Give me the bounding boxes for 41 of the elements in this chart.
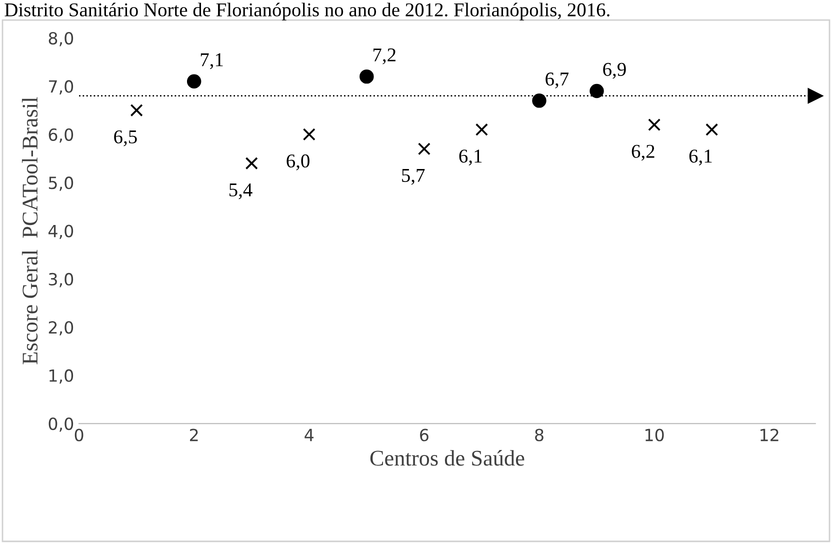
data-label: 5,7 — [402, 169, 425, 185]
data-label: 7,1 — [200, 53, 223, 70]
y-tick-label: 6,0 — [48, 128, 74, 143]
x-tick-label: 12 — [760, 428, 778, 442]
point — [648, 118, 661, 132]
data-label: 6,1 — [689, 150, 712, 166]
data-label: 6,7 — [546, 72, 569, 88]
data-label: 6,1 — [459, 150, 482, 166]
chart-title: Distrito Sanitário Norte de Florianópolis no ano de 2012. Florianópolis, 2016. — [4, 2, 610, 20]
point — [302, 128, 316, 141]
data-label: 7,2 — [374, 48, 396, 64]
x-axis-title: Centros de Saúde — [370, 450, 524, 466]
x-tick-label: 0 — [74, 428, 84, 442]
data-label: 6,5 — [114, 130, 137, 146]
point — [590, 84, 604, 98]
y-tick-label: 3,0 — [48, 272, 74, 288]
x-tick-label: 4 — [304, 428, 314, 442]
point — [360, 69, 374, 84]
point — [475, 123, 488, 136]
y-tick-label: 7,0 — [49, 80, 74, 94]
y-axis-title: Escore Geral PCATool-Brasil — [22, 97, 38, 364]
point — [186, 74, 202, 88]
point — [130, 104, 143, 117]
x-tick-label: 10 — [646, 428, 664, 442]
point — [245, 157, 258, 170]
x-tick-label: 2 — [190, 428, 198, 442]
point — [706, 123, 718, 136]
x-tick-label: 6 — [420, 428, 428, 442]
y-tick-label: 4,0 — [48, 224, 74, 240]
y-tick-label: 8,0 — [48, 32, 74, 46]
y-tick-label: 5,0 — [48, 176, 74, 191]
data-label: 5,4 — [229, 183, 252, 200]
data-label: 6,2 — [632, 144, 654, 161]
data-label: 6,0 — [286, 154, 310, 170]
y-tick-label: 2,0 — [48, 321, 74, 336]
y-tick-label: 1,0 — [50, 369, 74, 384]
data-label: 6,9 — [603, 62, 626, 79]
y-tick-label: 0,0 — [48, 418, 74, 432]
x-tick-label: 8 — [535, 428, 544, 442]
point — [532, 94, 546, 108]
point — [418, 142, 430, 156]
